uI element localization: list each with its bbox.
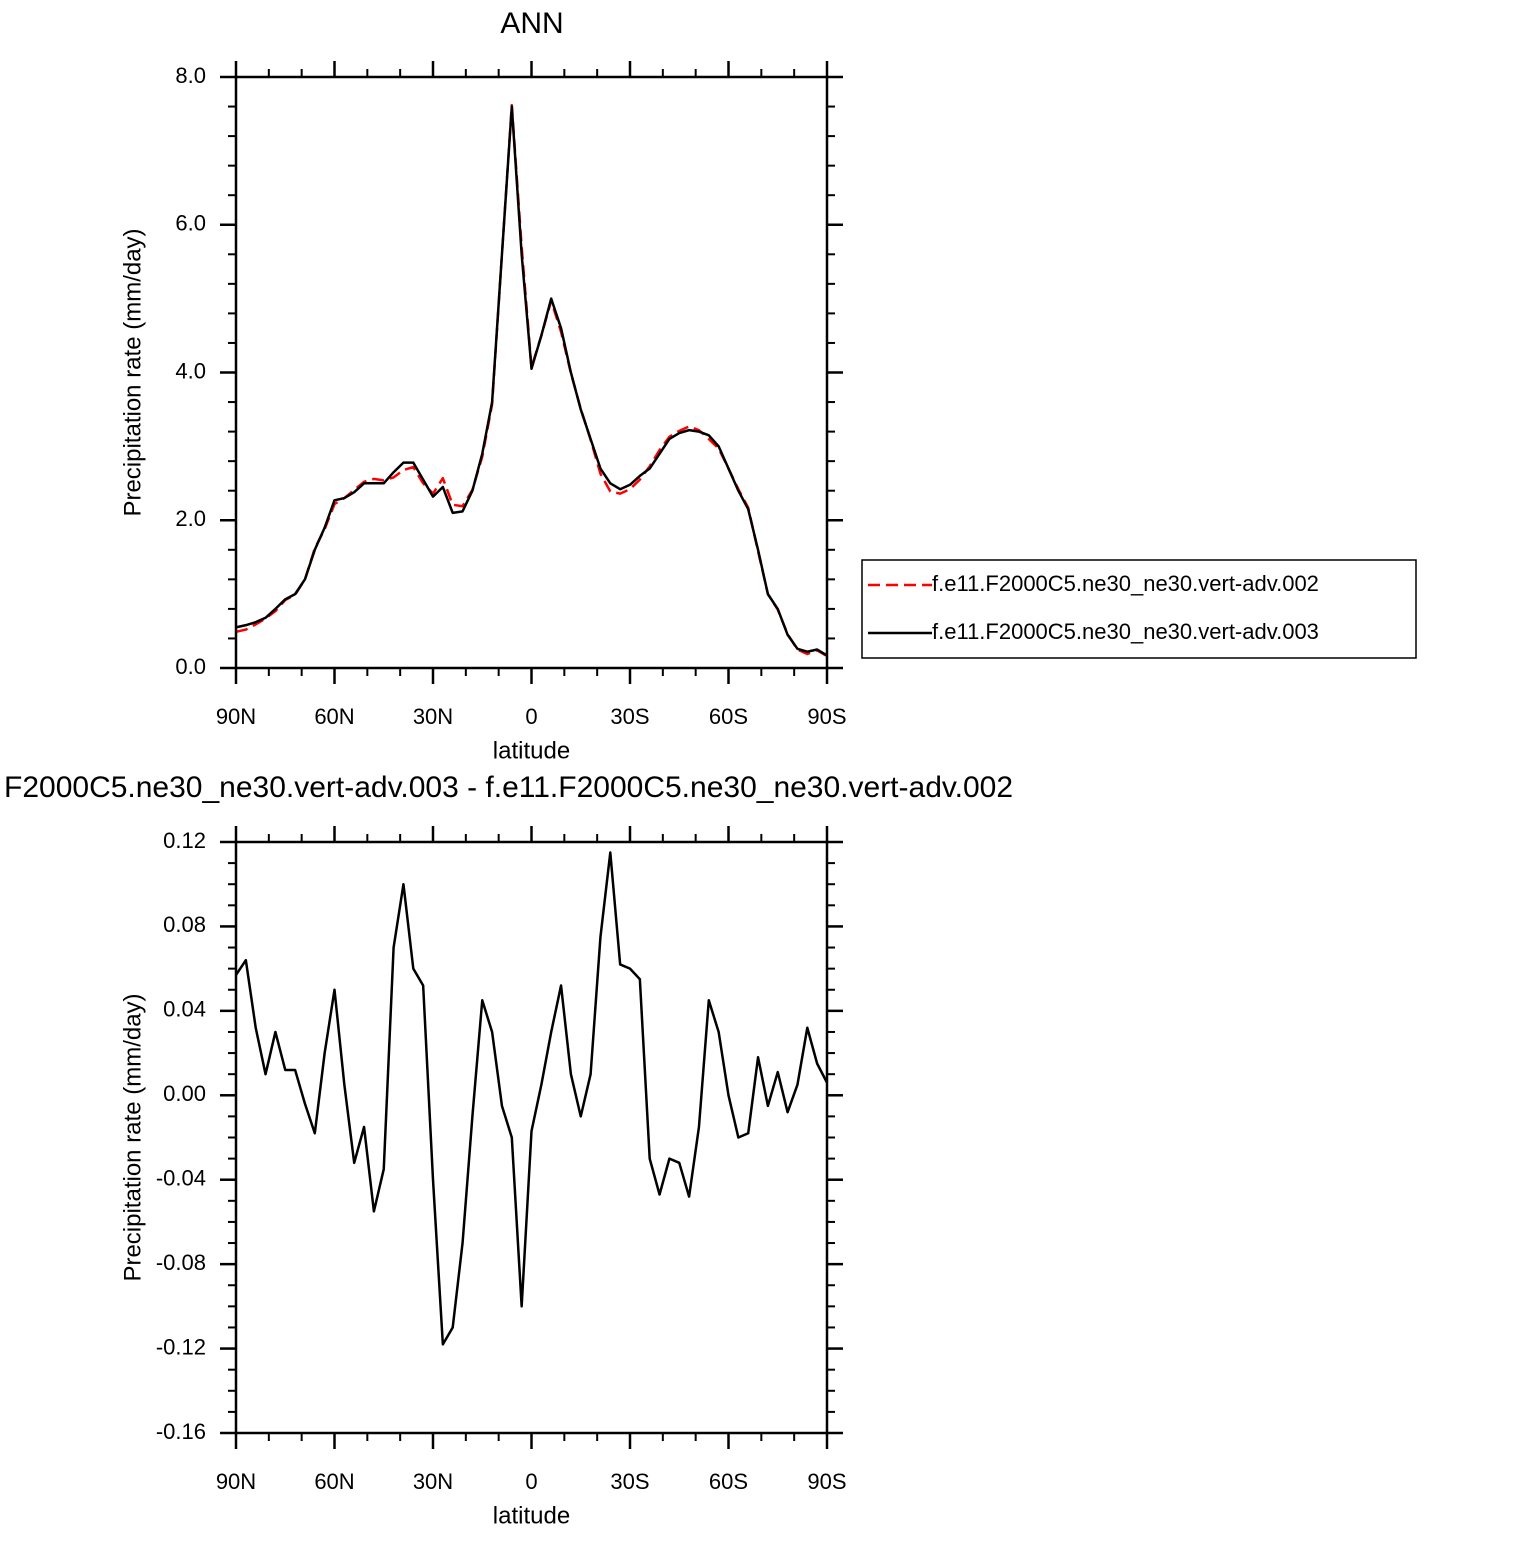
y-tick-label: -0.08 xyxy=(156,1250,206,1275)
x-tick-label: 60S xyxy=(709,1469,748,1494)
y-tick-label: 0.0 xyxy=(175,654,206,679)
x-tick-label: 90N xyxy=(216,704,256,729)
x-tick-label: 30N xyxy=(413,704,453,729)
x-tick-label: 0 xyxy=(525,704,537,729)
x-tick-label: 90N xyxy=(216,1469,256,1494)
y-tick-label: -0.12 xyxy=(156,1334,206,1359)
plot-frame xyxy=(234,840,829,1435)
x-tick-label: 90S xyxy=(807,704,846,729)
y-tick-label: 8.0 xyxy=(175,63,206,88)
y-tick-label: 0.00 xyxy=(163,1081,206,1106)
y-tick-label: 4.0 xyxy=(175,358,206,383)
y-axis-label: Precipitation rate (mm/day) xyxy=(119,993,146,1281)
data-line xyxy=(235,103,828,658)
chart-title: F2000C5.ne30_ne30.vert-adv.003 - f.e11.F… xyxy=(4,771,1013,804)
data-line xyxy=(235,105,828,657)
x-tick-label: 30S xyxy=(610,704,649,729)
y-axis-label: Precipitation rate (mm/day) xyxy=(119,228,146,516)
y-tick-label: 0.04 xyxy=(163,997,206,1022)
x-axis-label: latitude xyxy=(493,1502,570,1529)
chart-title: ANN xyxy=(500,7,563,40)
x-tick-label: 30N xyxy=(413,1469,453,1494)
legend-label: f.e11.F2000C5.ne30_ne30.vert-adv.002 xyxy=(932,571,1319,596)
y-tick-label: -0.04 xyxy=(156,1166,206,1191)
y-tick-label: -0.16 xyxy=(156,1419,206,1444)
x-tick-label: 90S xyxy=(807,1469,846,1494)
y-tick-label: 2.0 xyxy=(175,506,206,531)
plot-frame xyxy=(234,75,829,670)
legend-label: f.e11.F2000C5.ne30_ne30.vert-adv.003 xyxy=(932,619,1319,644)
y-tick-label: 6.0 xyxy=(175,211,206,236)
legend-box xyxy=(861,559,1417,659)
x-tick-label: 60N xyxy=(314,1469,354,1494)
y-tick-label: 0.12 xyxy=(163,828,206,853)
x-tick-label: 60N xyxy=(314,704,354,729)
x-tick-label: 30S xyxy=(610,1469,649,1494)
x-tick-label: 60S xyxy=(709,704,748,729)
y-tick-label: 0.08 xyxy=(163,912,206,937)
x-tick-label: 0 xyxy=(525,1469,537,1494)
data-line xyxy=(234,851,829,1346)
x-axis-label: latitude xyxy=(493,737,570,764)
